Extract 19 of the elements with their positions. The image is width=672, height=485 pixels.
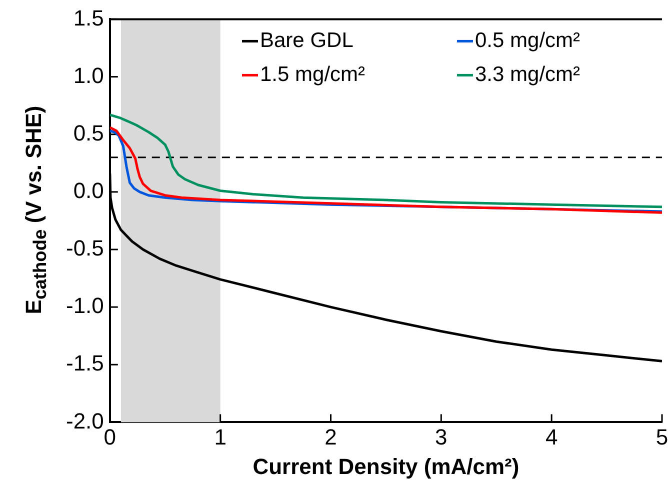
y-tick-label: 1.0	[73, 62, 104, 88]
y-tick-label: -1.0	[66, 293, 104, 318]
x-tick-label: 4	[545, 424, 558, 450]
x-tick-label: 5	[656, 424, 668, 450]
x-tick-label: 2	[324, 424, 337, 450]
legend-label: Bare GDL	[260, 28, 354, 52]
x-axis-title: Current Density (mA/cm²)	[252, 454, 520, 479]
x-tick-label: 1	[214, 424, 226, 450]
y-tick-label: -1.5	[66, 350, 104, 376]
legend-label: 0.5 mg/cm²	[475, 28, 580, 52]
x-tick-label: 0	[104, 424, 116, 450]
y-tick-label: 1.5	[73, 5, 104, 30]
y-tick-label: -0.5	[66, 236, 104, 261]
y-tick-label: 0.5	[73, 120, 104, 146]
legend-label: 3.3 mg/cm²	[475, 62, 580, 86]
legend-label: 1.5 mg/cm²	[260, 62, 366, 86]
y-tick-label: 0.0	[73, 178, 104, 203]
y-tick-label: -2.0	[66, 408, 104, 434]
x-tick-label: 3	[435, 424, 448, 450]
